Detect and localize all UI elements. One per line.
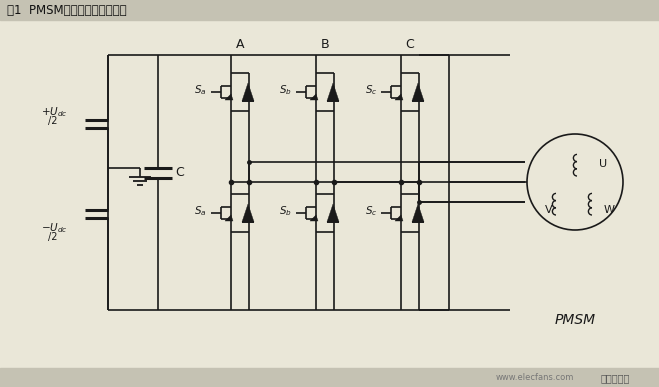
Text: $S_b$: $S_b$ [279,204,292,218]
Polygon shape [395,215,403,221]
Text: /2: /2 [48,116,57,126]
Text: V: V [545,205,553,215]
Text: C: C [406,38,415,51]
Polygon shape [242,83,254,101]
Bar [0,0,659,20]
Text: $S_a$: $S_a$ [194,204,207,218]
Polygon shape [327,83,339,101]
Polygon shape [225,215,233,221]
Polygon shape [412,83,424,101]
Text: $S_a$: $S_a$ [194,83,207,97]
Polygon shape [395,94,403,100]
Polygon shape [225,94,233,100]
Polygon shape [310,94,318,100]
Text: 电子发烧友: 电子发烧友 [600,373,630,383]
Text: U: U [599,159,607,169]
Text: $S_b$: $S_b$ [279,83,292,97]
Polygon shape [242,204,254,222]
Text: $-U_{dc}$: $-U_{dc}$ [41,221,68,235]
Text: C: C [175,166,184,180]
Polygon shape [412,204,424,222]
Text: PMSM: PMSM [554,313,596,327]
Text: W: W [604,205,614,215]
Text: www.elecfans.com: www.elecfans.com [496,373,574,382]
Text: A: A [236,38,244,51]
Bar [0,368,659,387]
Text: /2: /2 [48,232,57,242]
Text: B: B [321,38,330,51]
Text: $+U_{dc}$: $+U_{dc}$ [41,105,68,119]
Text: $S_c$: $S_c$ [364,83,377,97]
Text: 图1  PMSM与逆变器控制连接图: 图1 PMSM与逆变器控制连接图 [7,5,127,17]
Text: $S_c$: $S_c$ [364,204,377,218]
Polygon shape [327,204,339,222]
Polygon shape [310,215,318,221]
